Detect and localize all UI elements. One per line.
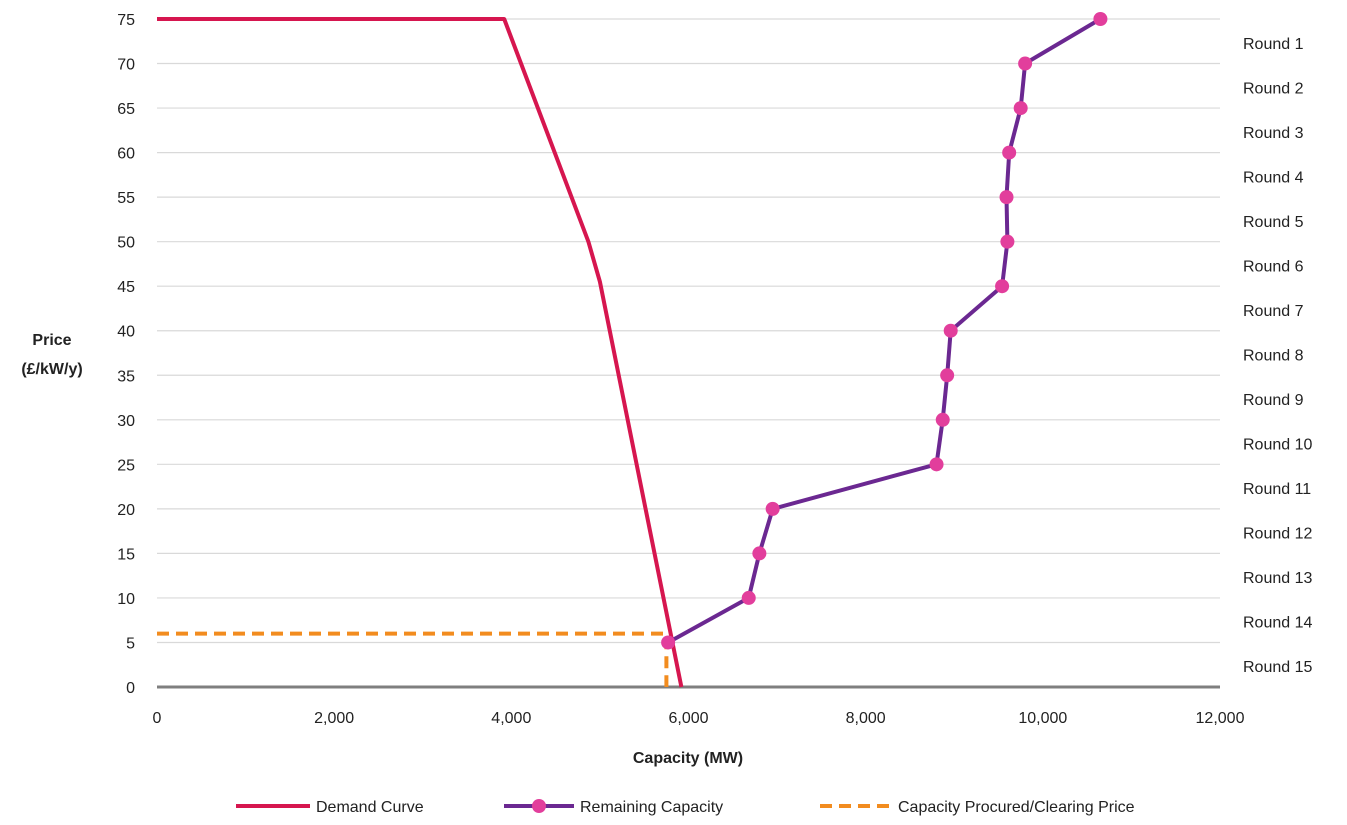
x-tick-label-2000: 2,000: [314, 710, 354, 727]
round-label-1: Round 1: [1243, 36, 1304, 53]
x-tick-label-8000: 8,000: [846, 710, 886, 727]
y-axis-title-line-2: (£/kW/y): [21, 361, 82, 378]
round-label-15: Round 15: [1243, 659, 1312, 676]
x-tick-label-4000: 4,000: [491, 710, 531, 727]
round-label-14: Round 14: [1243, 615, 1312, 632]
data-point-remaining-capacity-8: [943, 323, 958, 338]
y-axis-title-line-1: Price: [32, 332, 71, 349]
legend-label-clearing-price: Capacity Procured/Clearing Price: [898, 799, 1135, 816]
round-label-8: Round 8: [1243, 348, 1304, 365]
round-label-7: Round 7: [1243, 303, 1304, 320]
data-point-remaining-capacity-4: [1002, 145, 1017, 160]
round-label-4: Round 4: [1243, 170, 1304, 187]
round-label-10: Round 10: [1243, 437, 1312, 454]
round-labels: Round 1 Round 2 Round 3 Round 4 Round 5 Round…: [1243, 36, 1312, 676]
data-point-remaining-capacity-10: [935, 412, 950, 427]
x-tick-label-0: 0: [153, 710, 162, 727]
y-tick-label-5: 5: [126, 635, 135, 652]
round-label-3: Round 3: [1243, 125, 1304, 142]
data-point-remaining-capacity-6: [1000, 234, 1015, 249]
round-label-12: Round 12: [1243, 526, 1312, 543]
legend: Demand Curve Remaining Capacity Capacity…: [236, 799, 1135, 816]
data-point-remaining-capacity-11: [929, 457, 944, 472]
y-tick-label-60: 60: [117, 146, 135, 163]
data-point-remaining-capacity-15: [661, 635, 676, 650]
y-tick-label-25: 25: [117, 457, 135, 474]
y-tick-label-50: 50: [117, 235, 135, 252]
y-tick-label-70: 70: [117, 57, 135, 74]
y-tick-label-0: 0: [126, 680, 135, 697]
round-label-2: Round 2: [1243, 81, 1304, 98]
x-axis-title: Capacity (MW): [633, 750, 743, 767]
data-point-remaining-capacity-2: [1018, 56, 1033, 71]
y-tick-label-55: 55: [117, 190, 135, 207]
tick-labels: 0 5 10 15 20 25 30 35 40 45 50 55 60 65 70 75 0 2,000 4,00…: [117, 12, 1244, 727]
y-tick-label-45: 45: [117, 279, 135, 296]
series-line-capacity-procured-clearing-price: [157, 631, 669, 687]
y-tick-label-15: 15: [117, 546, 135, 563]
y-tick-label-20: 20: [117, 502, 135, 519]
series-markers: [661, 12, 1108, 650]
y-tick-label-30: 30: [117, 413, 135, 430]
round-label-5: Round 5: [1243, 214, 1304, 231]
round-label-13: Round 13: [1243, 570, 1312, 587]
legend-item-remaining-capacity: Remaining Capacity: [504, 799, 723, 816]
data-point-remaining-capacity-14: [741, 590, 756, 605]
y-tick-label-35: 35: [117, 368, 135, 385]
round-label-11: Round 11: [1243, 481, 1311, 498]
x-tick-label-12000: 12,000: [1196, 710, 1245, 727]
gridlines: [157, 18, 1220, 644]
y-tick-label-75: 75: [117, 12, 135, 29]
x-tick-label-6000: 6,000: [668, 710, 708, 727]
legend-label-demand-curve: Demand Curve: [316, 799, 424, 816]
x-tick-label-10000: 10,000: [1018, 710, 1067, 727]
round-label-6: Round 6: [1243, 259, 1304, 276]
data-point-remaining-capacity-9: [940, 368, 955, 383]
legend-marker-remaining-capacity: [532, 799, 546, 813]
legend-item-clearing-price: Capacity Procured/Clearing Price: [820, 799, 1135, 816]
legend-label-remaining-capacity: Remaining Capacity: [580, 799, 723, 816]
round-label-9: Round 9: [1243, 392, 1304, 409]
data-point-remaining-capacity-7: [995, 279, 1010, 294]
y-tick-label-65: 65: [117, 101, 135, 118]
data-point-remaining-capacity-13: [752, 546, 767, 561]
data-point-remaining-capacity-5: [999, 190, 1014, 205]
y-tick-label-40: 40: [117, 324, 135, 341]
legend-item-demand-curve: Demand Curve: [236, 799, 424, 816]
series-line-demand-curve: [157, 17, 684, 688]
data-point-remaining-capacity-1: [1093, 12, 1108, 26]
y-tick-label-10: 10: [117, 591, 135, 608]
series-lines: [157, 17, 1102, 688]
data-point-remaining-capacity-12: [765, 501, 780, 516]
data-point-remaining-capacity-3: [1013, 101, 1028, 116]
